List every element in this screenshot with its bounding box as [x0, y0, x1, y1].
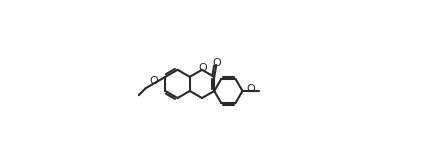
Text: O: O: [212, 58, 221, 68]
Text: O: O: [246, 84, 255, 94]
Text: O: O: [198, 63, 207, 73]
Text: O: O: [149, 76, 158, 86]
